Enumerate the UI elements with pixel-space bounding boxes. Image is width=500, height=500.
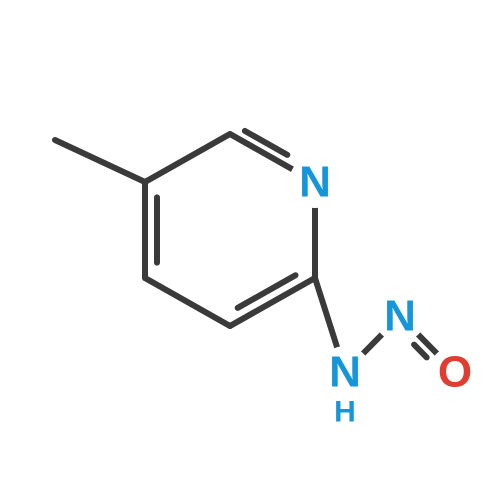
- bond: [145, 134, 230, 182]
- bond-inner: [414, 345, 427, 358]
- atom-n: N: [384, 292, 416, 341]
- bond: [315, 278, 337, 347]
- bond: [145, 278, 230, 326]
- bond: [363, 335, 382, 354]
- atom-h: H: [334, 396, 356, 429]
- atom-o: O: [438, 348, 472, 397]
- molecule-diagram: NNHNO: [0, 0, 500, 500]
- atom-n: N: [329, 348, 361, 397]
- atom-n: N: [299, 158, 331, 207]
- bond: [55, 140, 145, 182]
